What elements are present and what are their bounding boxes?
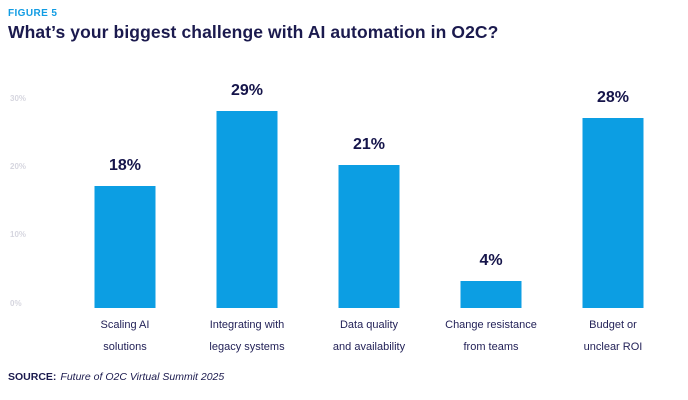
bar <box>582 117 644 308</box>
bar-category-label: Integrating with legacy systems <box>209 319 285 353</box>
bar-category-label: Budget or unclear ROI <box>583 319 643 353</box>
bar-value-label: 28% <box>596 88 630 106</box>
bar-column: 18% Scaling AI solutions <box>64 60 186 353</box>
y-axis-tick: 10% <box>10 230 27 240</box>
source-label: SOURCE: <box>8 371 57 383</box>
bar-value-label: 4% <box>479 251 503 269</box>
source-text: Future of O2C Virtual Summit 2025 <box>60 371 225 383</box>
bar-chart: 0% 10% 20% 30% 18% Scaling AI solutions 29% Int… <box>0 60 688 353</box>
figure-title: What’s your biggest challenge with AI au… <box>8 22 499 42</box>
bar-column: 21% Data quality and availability <box>308 60 430 353</box>
bar-category-label: Change resistance from teams <box>445 319 537 353</box>
bar-value-label: 29% <box>230 81 264 99</box>
y-axis-tick: 20% <box>10 162 27 172</box>
bar <box>216 110 278 308</box>
y-axis-tick: 0% <box>10 298 22 308</box>
bar <box>94 185 156 308</box>
bar-column: 28% Budget or unclear ROI <box>552 60 674 353</box>
bar-column: 29% Integrating with legacy systems <box>186 60 308 353</box>
figure-label: FIGURE 5 <box>8 8 58 19</box>
y-axis-tick: 30% <box>10 93 27 103</box>
bar-category-label: Scaling AI solutions <box>100 319 150 353</box>
bar-value-label: 21% <box>352 136 386 154</box>
bar <box>338 165 400 308</box>
source-line: SOURCE: Future of O2C Virtual Summit 2025 <box>8 371 224 383</box>
bar-column: 4% Change resistance from teams <box>430 60 552 353</box>
bar-category-label: Data quality and availability <box>332 319 406 353</box>
bar-value-label: 18% <box>108 156 142 174</box>
bar <box>460 280 522 308</box>
